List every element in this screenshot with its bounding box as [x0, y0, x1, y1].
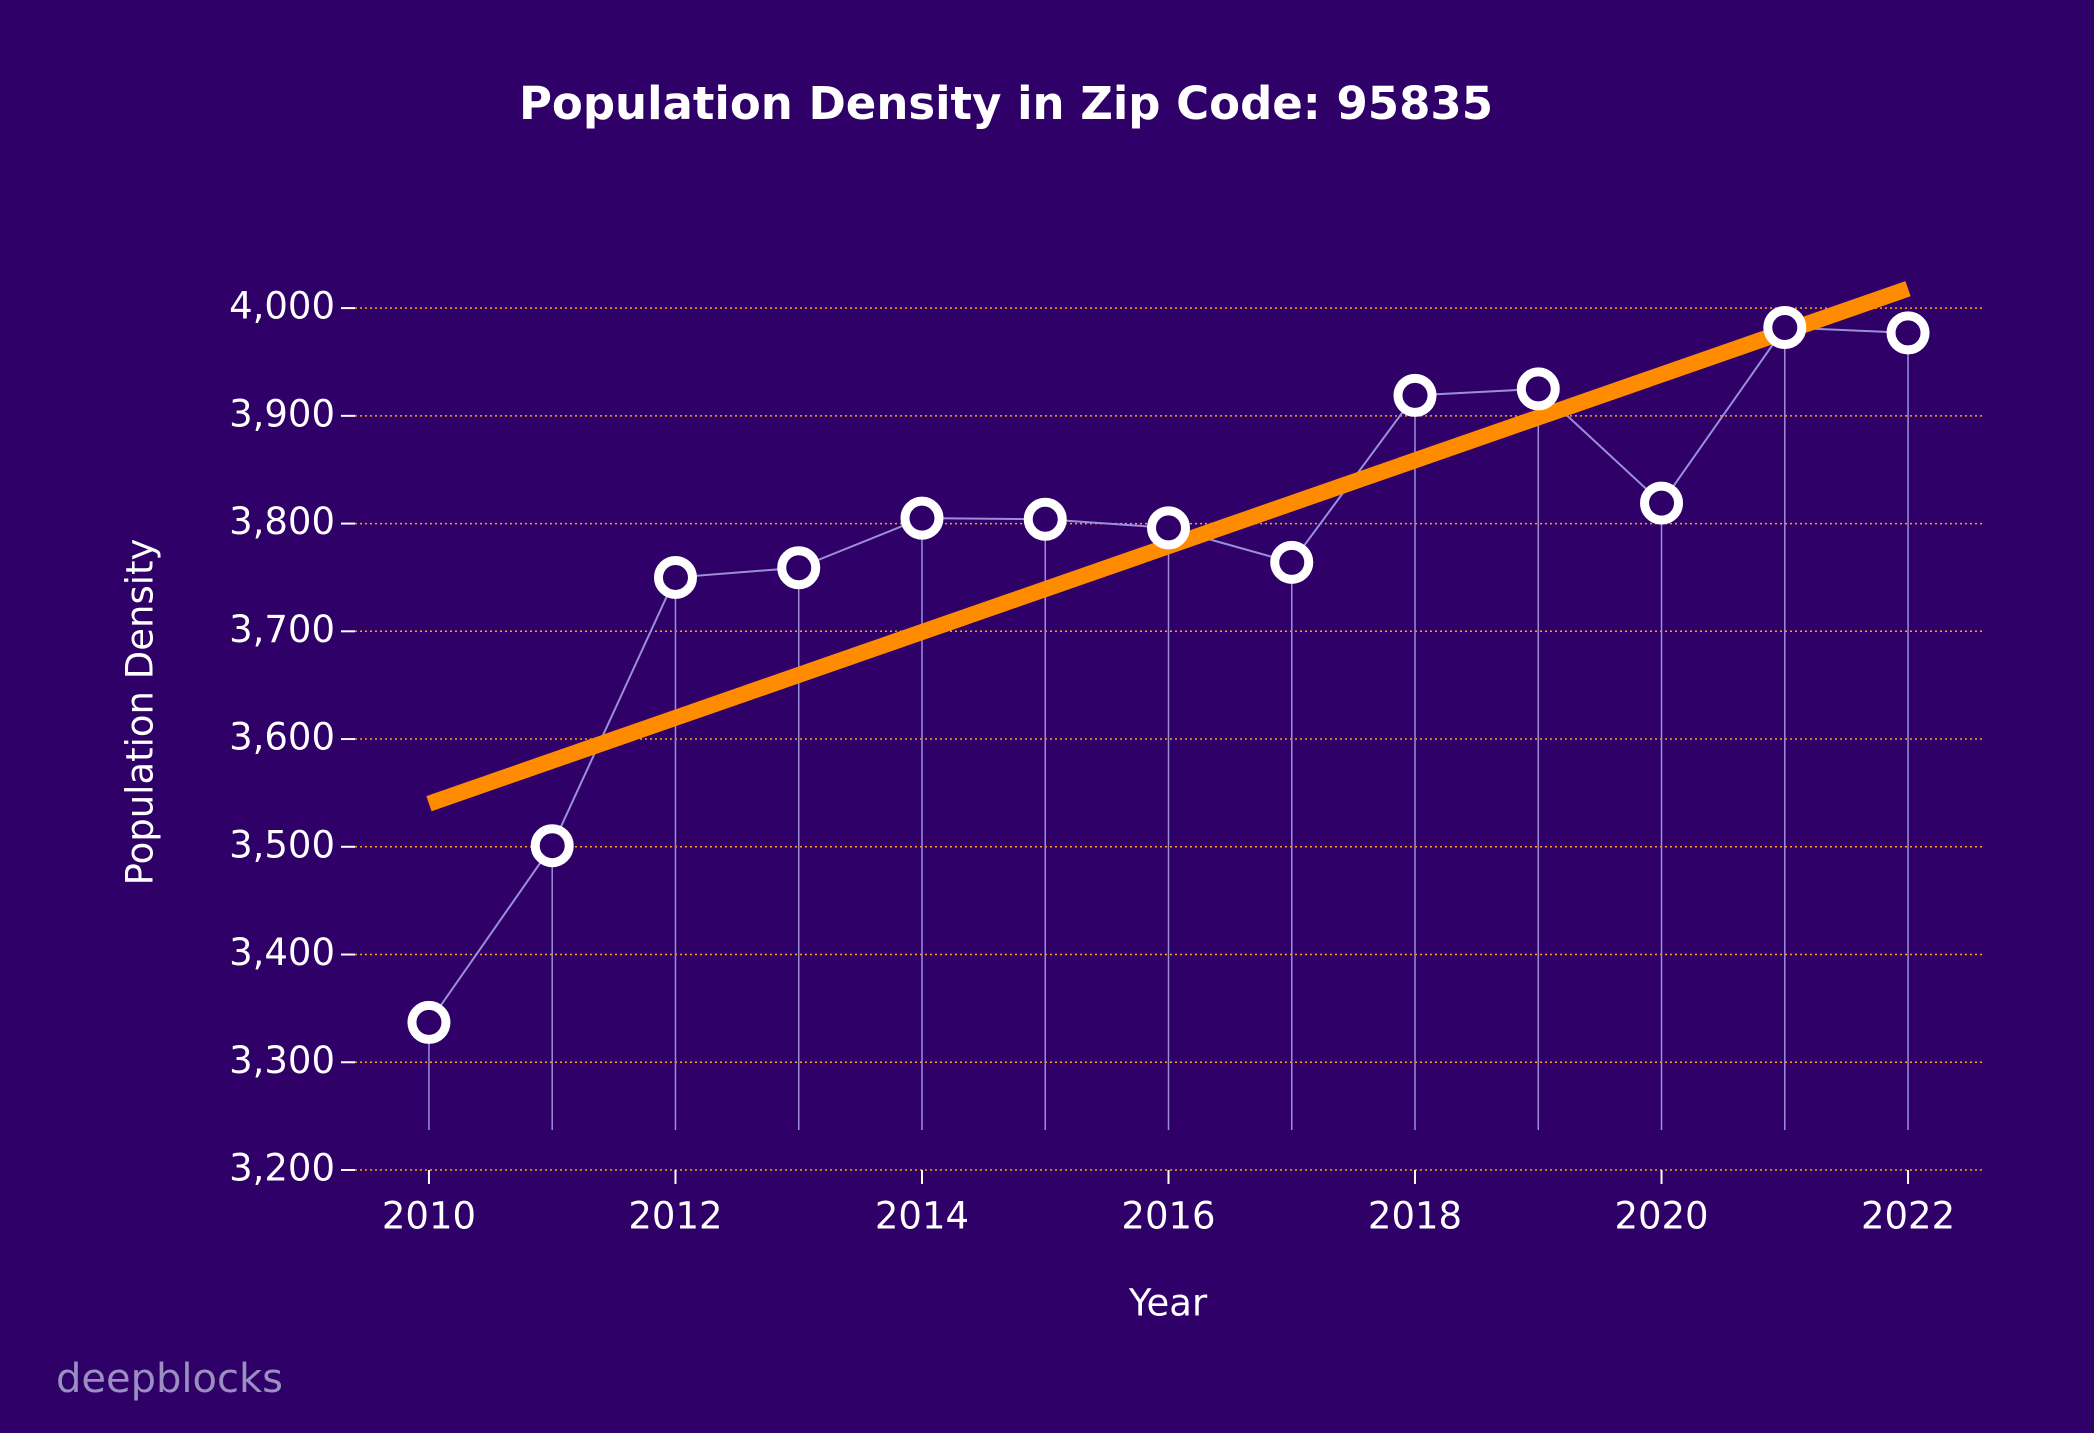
marker [653, 555, 697, 599]
marker [407, 1000, 451, 1044]
y-tick-label: 3,800 [229, 500, 335, 543]
marker [530, 824, 574, 868]
x-tick-label: 2014 [875, 1195, 969, 1238]
x-axis-label: Year [1128, 1282, 1208, 1325]
x-tick-label: 2018 [1368, 1195, 1462, 1238]
y-tick-label: 3,300 [229, 1039, 335, 1082]
x-tick-label: 2012 [628, 1195, 722, 1238]
y-tick-label: 3,900 [229, 392, 335, 435]
x-tick-label: 2020 [1614, 1195, 1708, 1238]
chart-title: Population Density in Zip Code: 95835 [519, 77, 1493, 130]
x-tick-label: 2010 [382, 1195, 476, 1238]
y-tick-label: 3,400 [229, 931, 335, 974]
marker [1147, 506, 1190, 550]
marker [1763, 305, 1807, 349]
y-tick-label: 3,500 [229, 823, 335, 866]
marker [1640, 481, 1684, 525]
watermark: deepblocks [56, 1356, 283, 1402]
y-tick-label: 3,200 [229, 1147, 335, 1190]
y-axis-label: Population Density [119, 539, 162, 886]
marker [777, 546, 821, 590]
marker [1270, 540, 1314, 584]
marker [1886, 311, 1930, 355]
marker [1516, 367, 1560, 411]
marker [900, 496, 944, 540]
marker [1393, 373, 1437, 417]
y-tick-label: 3,700 [229, 608, 335, 651]
y-tick-label: 4,000 [229, 285, 335, 328]
y-tick-label: 3,600 [229, 716, 335, 759]
x-tick-label: 2022 [1861, 1195, 1955, 1238]
x-tick-label: 2016 [1121, 1195, 1215, 1238]
marker [1023, 497, 1067, 541]
